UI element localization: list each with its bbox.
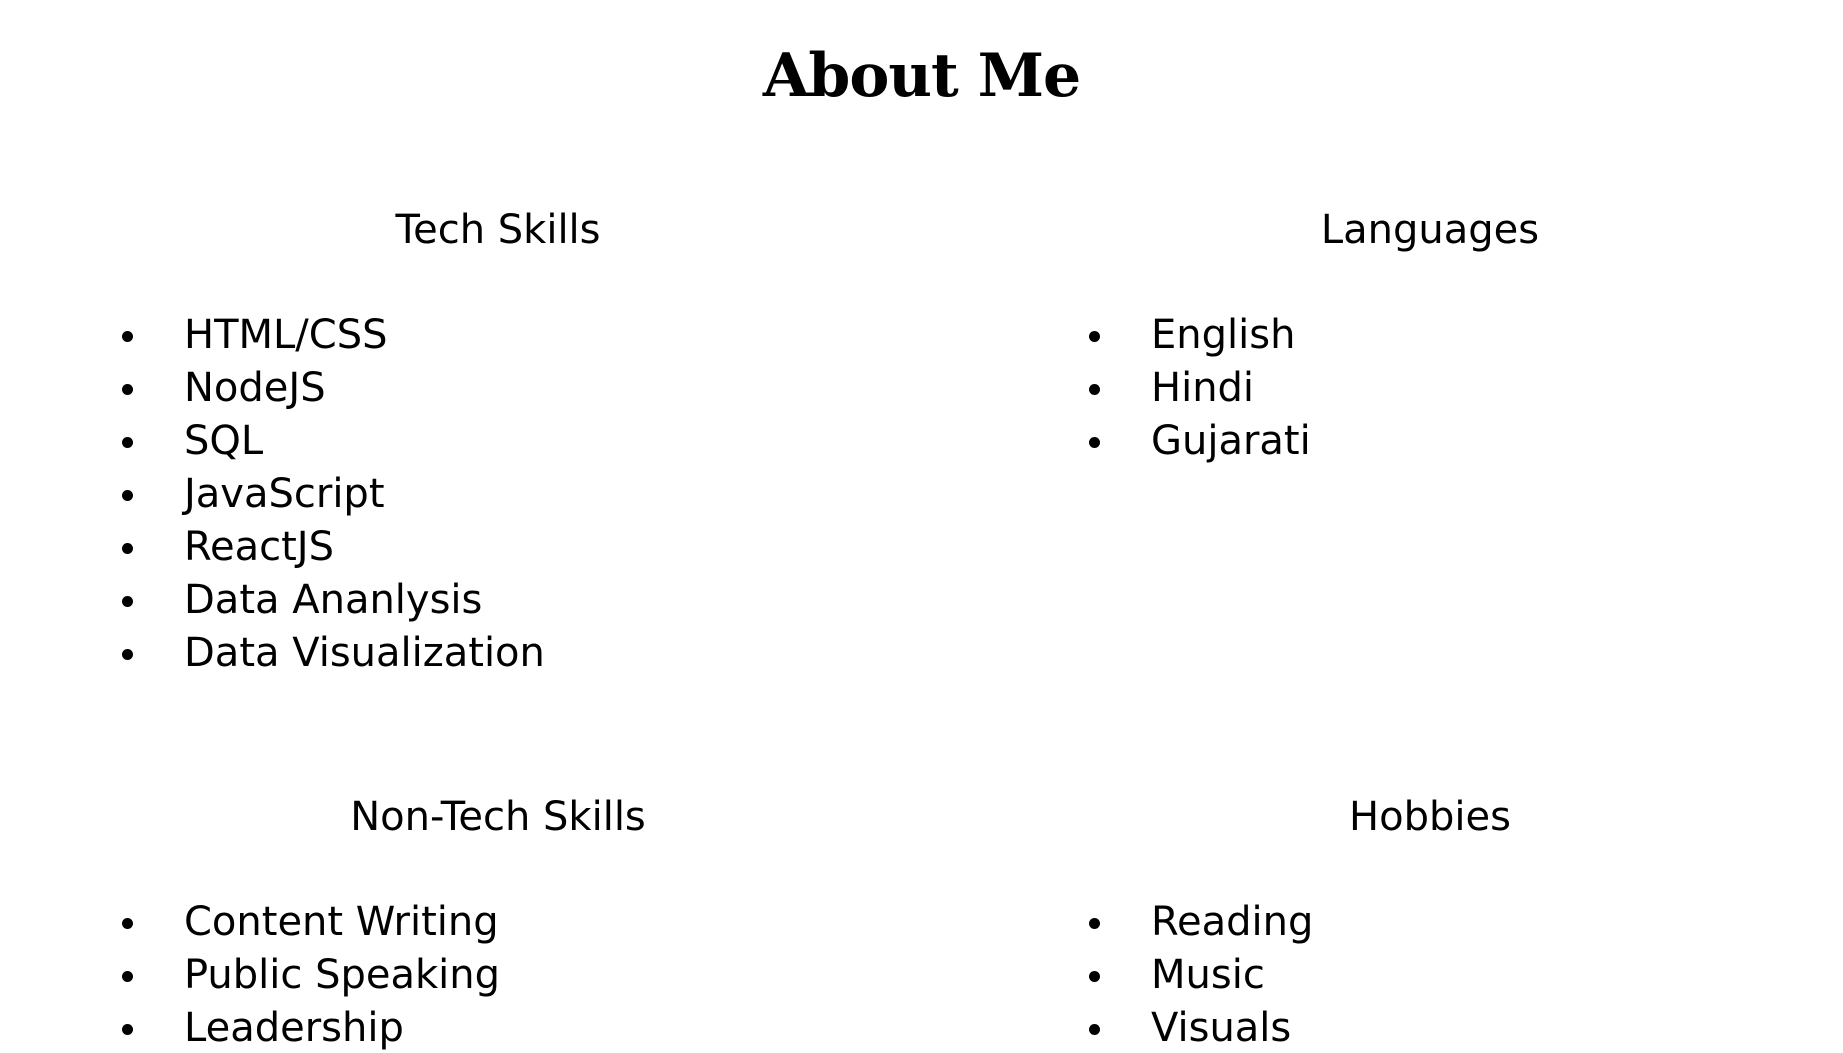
section-heading-tech-skills: Tech Skills: [395, 207, 601, 253]
section-non-tech-skills: Non-Tech Skills Content Writing Public S…: [118, 792, 1038, 1053]
list-item: Content Writing: [118, 896, 1038, 949]
list-item: HTML/CSS: [118, 309, 1038, 362]
list-item: Data Visualization: [118, 627, 1038, 680]
tech-skills-list: HTML/CSS NodeJS SQL JavaScript ReactJS D…: [118, 309, 1038, 680]
list-item: Visuals: [1085, 1002, 1843, 1053]
list-item: ReactJS: [118, 521, 1038, 574]
hobbies-list: Reading Music Visuals: [1085, 896, 1843, 1053]
section-heading-non-tech-skills: Non-Tech Skills: [350, 794, 646, 840]
section-languages: Languages English Hindi Gujarati: [1085, 205, 1843, 468]
section-tech-skills: Tech Skills HTML/CSS NodeJS SQL JavaScri…: [118, 205, 1038, 680]
section-heading-hobbies: Hobbies: [1349, 794, 1511, 840]
section-hobbies: Hobbies Reading Music Visuals: [1085, 792, 1843, 1053]
list-item: Data Ananlysis: [118, 574, 1038, 627]
list-item: Public Speaking: [118, 949, 1038, 1002]
list-item: NodeJS: [118, 362, 1038, 415]
list-item: SQL: [118, 415, 1038, 468]
list-item: Music: [1085, 949, 1843, 1002]
page-title: About Me: [762, 41, 1081, 111]
non-tech-skills-list: Content Writing Public Speaking Leadersh…: [118, 896, 1038, 1053]
section-heading-languages: Languages: [1320, 207, 1540, 253]
list-item: JavaScript: [118, 468, 1038, 521]
list-item: English: [1085, 309, 1843, 362]
list-item: Reading: [1085, 896, 1843, 949]
list-item: Hindi: [1085, 362, 1843, 415]
list-item: Leadership: [118, 1002, 1038, 1053]
list-item: Gujarati: [1085, 415, 1843, 468]
languages-list: English Hindi Gujarati: [1085, 309, 1843, 468]
